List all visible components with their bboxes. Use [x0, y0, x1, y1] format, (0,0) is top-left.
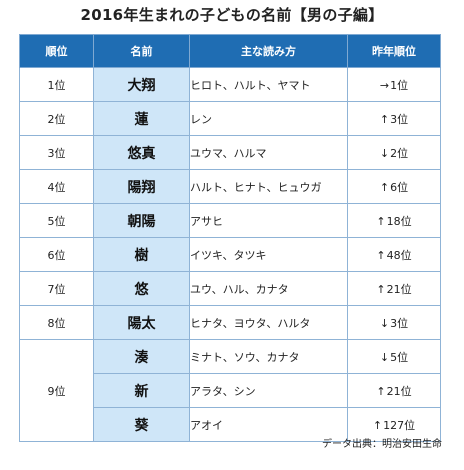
rank-cell: 5位 [19, 203, 94, 238]
prev-rank-cell: ↑21位 [347, 373, 441, 408]
name-cell: 新 [93, 373, 190, 408]
name-cell: 大翔 [93, 67, 190, 102]
trend-arrow-icon: ↑ [376, 214, 386, 228]
prev-rank-cell: ↓5位 [347, 339, 441, 374]
reading-cell: ユウ、ハル、カナタ [189, 271, 348, 306]
prev-rank-cell: ↓3位 [347, 305, 441, 340]
table-row: 新 アラタ、シン ↑21位 [20, 373, 441, 408]
prev-rank-cell: ↑3位 [347, 101, 441, 136]
trend-arrow-icon: ↑ [372, 418, 383, 432]
table-row: 2位 蓮 レン ↑3位 [19, 101, 441, 136]
rank-cell: 7位 [19, 271, 94, 306]
prev-rank-value: 48位 [386, 248, 412, 262]
reading-cell: イツキ、タツキ [189, 237, 348, 272]
trend-arrow-icon: ↑ [379, 180, 390, 194]
table-row: 7位 悠 ユウ、ハル、カナタ ↑21位 [19, 271, 441, 306]
prev-rank-cell: ↑127位 [347, 407, 441, 442]
reading-cell: アサヒ [189, 203, 348, 238]
header-reading: 主な読み方 [189, 34, 348, 68]
rank-cell-tied: 9位 [19, 339, 94, 442]
trend-arrow-icon: ↑ [376, 384, 386, 398]
name-cell: 湊 [93, 339, 190, 374]
reading-cell: アラタ、シン [189, 373, 348, 408]
rank-cell: 1位 [19, 67, 94, 102]
trend-arrow-icon: ↓ [379, 146, 390, 160]
name-cell: 悠真 [93, 135, 190, 170]
prev-rank-cell: →1位 [347, 67, 441, 102]
name-cell: 葵 [93, 407, 190, 442]
table-row: 4位 陽翔 ハルト、ヒナト、ヒュウガ ↑6位 [19, 169, 441, 204]
trend-arrow-icon: ↓ [379, 350, 390, 364]
rank-cell: 6位 [19, 237, 94, 272]
table-row: 3位 悠真 ユウマ、ハルマ ↓2位 [19, 135, 441, 170]
reading-cell: ヒロト、ハルト、ヤマト [189, 67, 348, 102]
rank-cell: 4位 [19, 169, 94, 204]
table-row: 8位 陽太 ヒナタ、ヨウタ、ハルタ ↓3位 [19, 305, 441, 340]
rank-cell: 3位 [19, 135, 94, 170]
trend-arrow-icon: ↑ [376, 248, 386, 262]
prev-rank-value: 127位 [383, 418, 416, 432]
prev-rank-value: 21位 [386, 384, 412, 398]
reading-cell: ヒナタ、ヨウタ、ハルタ [189, 305, 348, 340]
trend-arrow-icon: → [379, 78, 390, 92]
reading-cell: ハルト、ヒナト、ヒュウガ [189, 169, 348, 204]
rank-cell: 2位 [19, 101, 94, 136]
rank-cell: 8位 [19, 305, 94, 340]
header-name: 名前 [93, 34, 190, 68]
table-row: 5位 朝陽 アサヒ ↑18位 [19, 203, 441, 238]
name-cell: 陽太 [93, 305, 190, 340]
header-prev-rank: 昨年順位 [347, 34, 441, 68]
prev-rank-value: 18位 [386, 214, 412, 228]
reading-cell: レン [189, 101, 348, 136]
table-row: 6位 樹 イツキ、タツキ ↑48位 [19, 237, 441, 272]
reading-cell: アオイ [189, 407, 348, 442]
reading-cell: ユウマ、ハルマ [189, 135, 348, 170]
trend-arrow-icon: ↑ [379, 112, 390, 126]
header-row: 順位 名前 主な読み方 昨年順位 [19, 34, 441, 68]
table-row: 1位 大翔 ヒロト、ハルト、ヤマト →1位 [19, 67, 441, 102]
prev-rank-cell: ↓2位 [347, 135, 441, 170]
reading-cell: ミナト、ソウ、カナタ [189, 339, 348, 374]
table-row: 葵 アオイ ↑127位 [20, 407, 441, 442]
prev-rank-cell: ↑21位 [347, 271, 441, 306]
name-cell: 悠 [93, 271, 190, 306]
table-row: 9位 湊 ミナト、ソウ、カナタ ↓5位 [19, 339, 441, 442]
prev-rank-value: 3位 [390, 316, 409, 330]
prev-rank-cell: ↑6位 [347, 169, 441, 204]
prev-rank-value: 2位 [390, 146, 409, 160]
prev-rank-cell: ↑48位 [347, 237, 441, 272]
trend-arrow-icon: ↓ [379, 316, 390, 330]
prev-rank-cell: ↑18位 [347, 203, 441, 238]
trend-arrow-icon: ↑ [376, 282, 386, 296]
prev-rank-value: 6位 [390, 180, 409, 194]
data-source-note: データ出典：明治安田生命 [322, 439, 442, 450]
name-cell: 朝陽 [93, 203, 190, 238]
name-cell: 陽翔 [93, 169, 190, 204]
page-title: 2016年生まれの子どもの名前【男の子編】 [80, 6, 384, 24]
prev-rank-value: 5位 [390, 350, 409, 364]
name-cell: 樹 [93, 237, 190, 272]
name-cell: 蓮 [93, 101, 190, 136]
ranking-table: 順位 名前 主な読み方 昨年順位 1位 大翔 ヒロト、ハルト、ヤマト →1位 2… [19, 34, 441, 442]
prev-rank-value: 3位 [390, 112, 409, 126]
prev-rank-value: 21位 [386, 282, 412, 296]
prev-rank-value: 1位 [390, 78, 409, 92]
header-rank: 順位 [19, 34, 94, 68]
